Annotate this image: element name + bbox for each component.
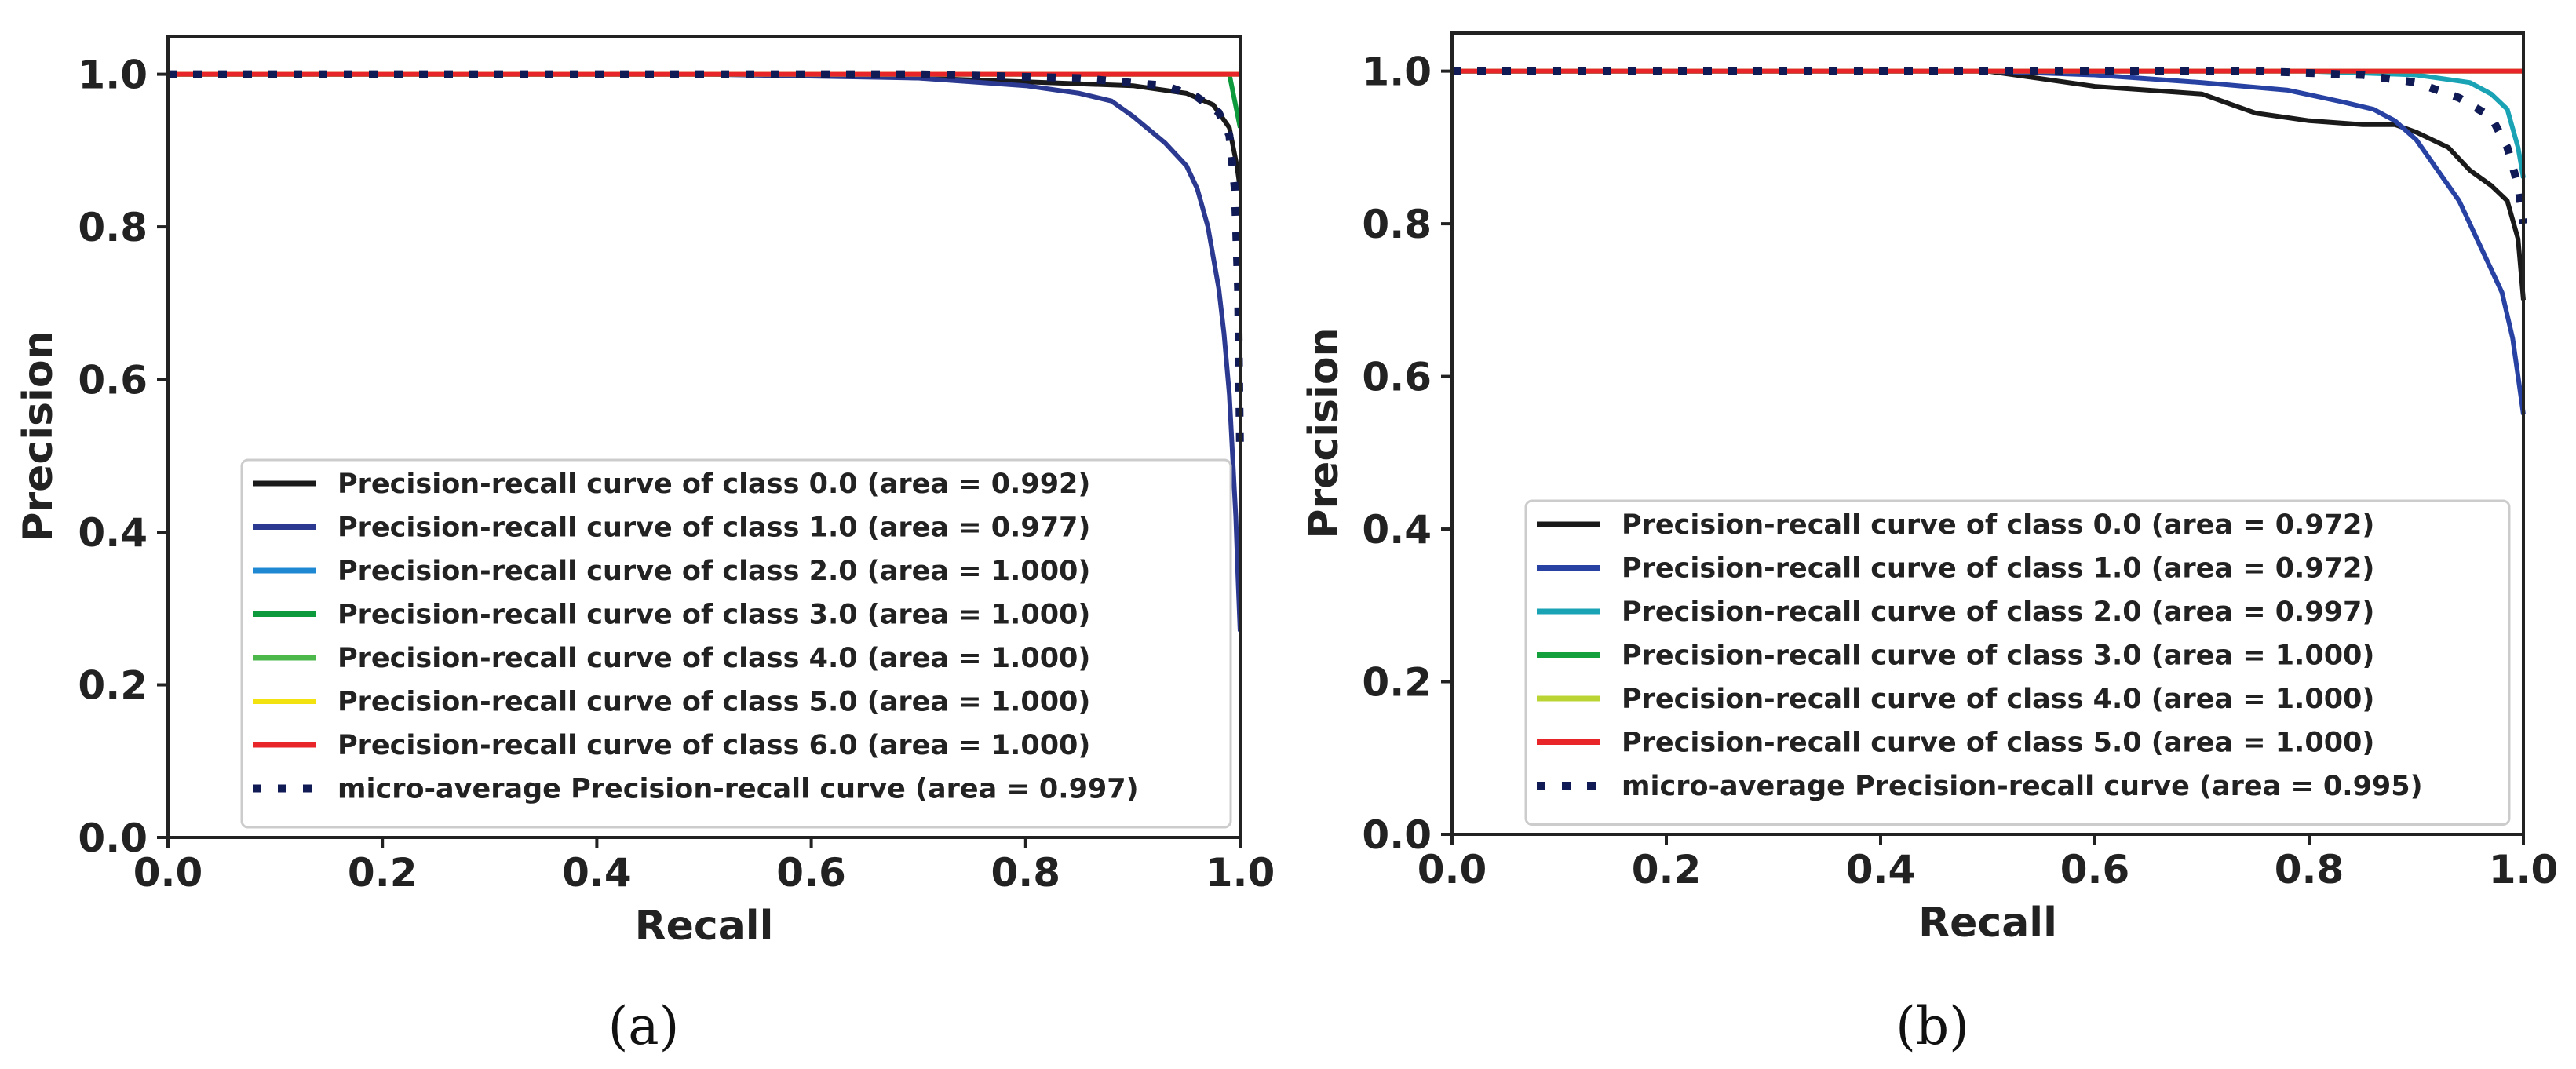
legend: Precision-recall curve of class 0.0 (are… [1524, 499, 2511, 826]
x-tick-label: 0.2 [348, 850, 418, 896]
y-tick-label: 1.0 [78, 53, 148, 98]
x-tick-label: 0.0 [1418, 847, 1487, 892]
figure-caption: (b) [1896, 996, 1969, 1056]
y-tick-label: 0.6 [1362, 355, 1432, 400]
x-tick-label: 1.0 [1206, 850, 1275, 896]
x-tick-label: 0.0 [133, 850, 203, 896]
y-tick-label: 0.2 [78, 663, 148, 709]
x-tick-label: 0.4 [1846, 847, 1916, 892]
legend-entry: Precision-recall curve of class 1.0 (are… [338, 513, 1090, 544]
x-axis-label: Recall [635, 903, 774, 950]
x-tick-label: 0.8 [2275, 847, 2344, 892]
legend-box [1524, 499, 2511, 826]
y-tick-label: 0.6 [78, 358, 148, 403]
legend-entry: Precision-recall curve of class 0.0 (are… [338, 469, 1090, 500]
series-line-1 [1452, 68, 2526, 415]
legend-entry: Precision-recall curve of class 3.0 (are… [338, 600, 1090, 631]
legend-entry: Precision-recall curve of class 1.0 (are… [1622, 553, 2374, 585]
series-line-0 [1452, 68, 2526, 301]
y-tick-label: 0.4 [1362, 507, 1432, 553]
series-line-1 [168, 71, 1242, 632]
x-tick-label: 0.6 [2060, 847, 2130, 892]
legend-entry: Precision-recall curve of class 6.0 (are… [338, 730, 1090, 761]
x-tick-label: 0.6 [776, 850, 846, 896]
legend-entry: Precision-recall curve of class 4.0 (are… [1622, 684, 2374, 715]
y-tick-label: 1.0 [1362, 49, 1432, 95]
legend-entry: Precision-recall curve of class 0.0 (are… [1622, 509, 2374, 541]
y-tick-label: 0.8 [78, 205, 148, 250]
legend-entry: Precision-recall curve of class 4.0 (are… [338, 643, 1090, 674]
y-tick-label: 0.0 [78, 815, 148, 861]
axes-frame [1450, 31, 2525, 836]
series-line-7 [168, 70, 1244, 456]
legend-entry: Precision-recall curve of class 5.0 (are… [1622, 728, 2374, 759]
legend-entry: Precision-recall curve of class 2.0 (are… [1622, 597, 2374, 628]
y-tick-label: 0.0 [1362, 812, 1432, 858]
x-axis-label: Recall [1918, 899, 2057, 947]
legend-entry: micro-average Precision-recall curve (ar… [1622, 771, 2423, 802]
series-line-6 [1452, 67, 2527, 224]
legend-entry: Precision-recall curve of class 2.0 (are… [338, 556, 1090, 587]
y-tick-label: 0.2 [1362, 660, 1432, 706]
series-group [168, 70, 1244, 632]
axes-frame [166, 35, 1242, 839]
legend-box [240, 458, 1232, 829]
x-tick-label: 1.0 [2489, 847, 2559, 892]
y-axis-label: Precision [1301, 327, 1348, 538]
x-tick-label: 0.4 [562, 850, 632, 896]
x-tick-label: 0.2 [1632, 847, 1702, 892]
figure-caption: (a) [608, 996, 680, 1056]
legend-entry: Precision-recall curve of class 5.0 (are… [338, 687, 1090, 718]
legend: Precision-recall curve of class 0.0 (are… [240, 458, 1232, 829]
x-tick-label: 0.8 [991, 850, 1061, 896]
legend-entry: micro-average Precision-recall curve (ar… [338, 774, 1139, 805]
chart-panel-a: 0.0 0.2 0.4 0.6 0.8 1.0 0.0 0.2 0.4 0.6 0.8 1.0 Reca… [15, 35, 1275, 1056]
series-group [1452, 67, 2527, 415]
y-tick-label: 0.8 [1362, 202, 1432, 247]
y-axis-label: Precision [15, 330, 62, 542]
legend-entry: Precision-recall curve of class 3.0 (are… [1622, 640, 2374, 672]
chart-panel-b: 0.0 0.2 0.4 0.6 0.8 1.0 0.0 0.2 0.4 0.6 0.8 1.0 Reca… [1301, 31, 2559, 1056]
y-tick-label: 0.4 [78, 510, 148, 556]
